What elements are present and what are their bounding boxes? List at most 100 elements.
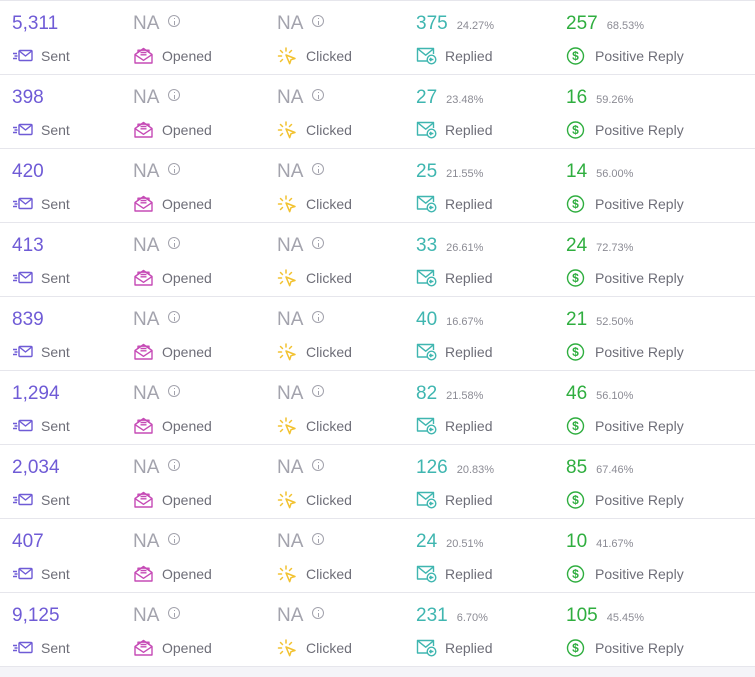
replied-label: Replied	[445, 418, 493, 434]
opened-label: Opened	[162, 196, 212, 212]
info-icon[interactable]	[312, 607, 325, 619]
replied-label: Replied	[445, 566, 493, 582]
table-row[interactable]: 839 Sent NA Opened NA	[0, 297, 755, 371]
sent-label: Sent	[41, 418, 70, 434]
open-envelope-icon	[133, 269, 155, 287]
opened-label: Opened	[162, 640, 212, 656]
opened-label: Opened	[162, 48, 212, 64]
opened-count: NA	[133, 309, 160, 330]
svg-text:$: $	[572, 197, 579, 211]
opened-count: NA	[133, 605, 160, 626]
replied-count: 25	[416, 161, 438, 182]
positive-reply-label: Positive Reply	[595, 122, 684, 138]
info-icon[interactable]	[312, 163, 325, 175]
table-row[interactable]: 420 Sent NA Opened NA	[0, 149, 755, 223]
click-sparkle-icon	[277, 195, 299, 213]
clicked-label: Clicked	[306, 640, 352, 656]
sent-count: 413	[12, 235, 44, 256]
info-icon[interactable]	[168, 459, 181, 471]
info-icon[interactable]	[168, 237, 181, 249]
sent-label: Sent	[41, 492, 70, 508]
info-icon[interactable]	[312, 89, 325, 101]
info-icon[interactable]	[312, 311, 325, 323]
svg-text:$: $	[572, 49, 579, 63]
replied-count: 126	[416, 457, 448, 478]
table-row[interactable]: 5,311 Sent NA Opened NA	[0, 0, 755, 75]
clicked-count: NA	[277, 383, 304, 404]
info-icon[interactable]	[168, 385, 181, 397]
sent-count: 9,125	[12, 605, 60, 626]
info-icon[interactable]	[168, 533, 181, 545]
table-row[interactable]: 9,125 Sent NA Opened NA	[0, 593, 755, 667]
info-icon[interactable]	[312, 533, 325, 545]
opened-count: NA	[133, 87, 160, 108]
opened-label: Opened	[162, 344, 212, 360]
replied-label: Replied	[445, 344, 493, 360]
positive-reply-label: Positive Reply	[595, 196, 684, 212]
send-envelope-icon	[12, 417, 34, 435]
opened-label: Opened	[162, 418, 212, 434]
positive-reply-count: 105	[566, 605, 598, 626]
info-icon[interactable]	[168, 311, 181, 323]
clicked-count: NA	[277, 13, 304, 34]
clicked-label: Clicked	[306, 344, 352, 360]
send-envelope-icon	[12, 47, 34, 65]
open-envelope-icon	[133, 639, 155, 657]
info-icon[interactable]	[168, 15, 181, 27]
open-envelope-icon	[133, 565, 155, 583]
open-envelope-icon	[133, 121, 155, 139]
info-icon[interactable]	[312, 459, 325, 471]
sent-label: Sent	[41, 344, 70, 360]
replied-label: Replied	[445, 48, 493, 64]
positive-reply-count: 257	[566, 13, 598, 34]
click-sparkle-icon	[277, 639, 299, 657]
reply-envelope-icon	[416, 343, 438, 361]
replied-percent: 26.61%	[446, 242, 484, 254]
sent-label: Sent	[41, 48, 70, 64]
svg-text:$: $	[572, 345, 579, 359]
send-envelope-icon	[12, 195, 34, 213]
replied-count: 24	[416, 531, 438, 552]
clicked-count: NA	[277, 309, 304, 330]
sent-label: Sent	[41, 122, 70, 138]
reply-envelope-icon	[416, 417, 438, 435]
table-row[interactable]: 1,294 Sent NA Opened NA	[0, 371, 755, 445]
click-sparkle-icon	[277, 491, 299, 509]
info-icon[interactable]	[168, 163, 181, 175]
replied-percent: 21.55%	[446, 168, 484, 180]
info-icon[interactable]	[168, 89, 181, 101]
send-envelope-icon	[12, 121, 34, 139]
table-row[interactable]: 413 Sent NA Opened NA	[0, 223, 755, 297]
sent-count: 398	[12, 87, 44, 108]
click-sparkle-icon	[277, 269, 299, 287]
opened-count: NA	[133, 161, 160, 182]
opened-count: NA	[133, 457, 160, 478]
clicked-count: NA	[277, 161, 304, 182]
info-icon[interactable]	[312, 15, 325, 27]
clicked-count: NA	[277, 605, 304, 626]
dollar-circle-icon: $	[566, 121, 588, 139]
click-sparkle-icon	[277, 121, 299, 139]
sent-count: 2,034	[12, 457, 60, 478]
replied-count: 33	[416, 235, 438, 256]
info-icon[interactable]	[312, 237, 325, 249]
info-icon[interactable]	[168, 607, 181, 619]
positive-reply-percent: 68.53%	[606, 20, 645, 32]
info-icon[interactable]	[312, 385, 325, 397]
positive-reply-count: 14	[566, 161, 588, 182]
open-envelope-icon	[133, 47, 155, 65]
clicked-count: NA	[277, 531, 304, 552]
send-envelope-icon	[12, 269, 34, 287]
replied-percent: 6.70%	[456, 612, 488, 624]
dollar-circle-icon: $	[566, 195, 588, 213]
dollar-circle-icon: $	[566, 47, 588, 65]
table-row[interactable]: 398 Sent NA Opened NA	[0, 75, 755, 149]
dollar-circle-icon: $	[566, 565, 588, 583]
table-row[interactable]: 407 Sent NA Opened NA	[0, 519, 755, 593]
opened-label: Opened	[162, 270, 212, 286]
clicked-label: Clicked	[306, 48, 352, 64]
opened-count: NA	[133, 235, 160, 256]
table-row[interactable]: 2,034 Sent NA Opened NA	[0, 445, 755, 519]
reply-envelope-icon	[416, 639, 438, 657]
positive-reply-count: 21	[566, 309, 588, 330]
